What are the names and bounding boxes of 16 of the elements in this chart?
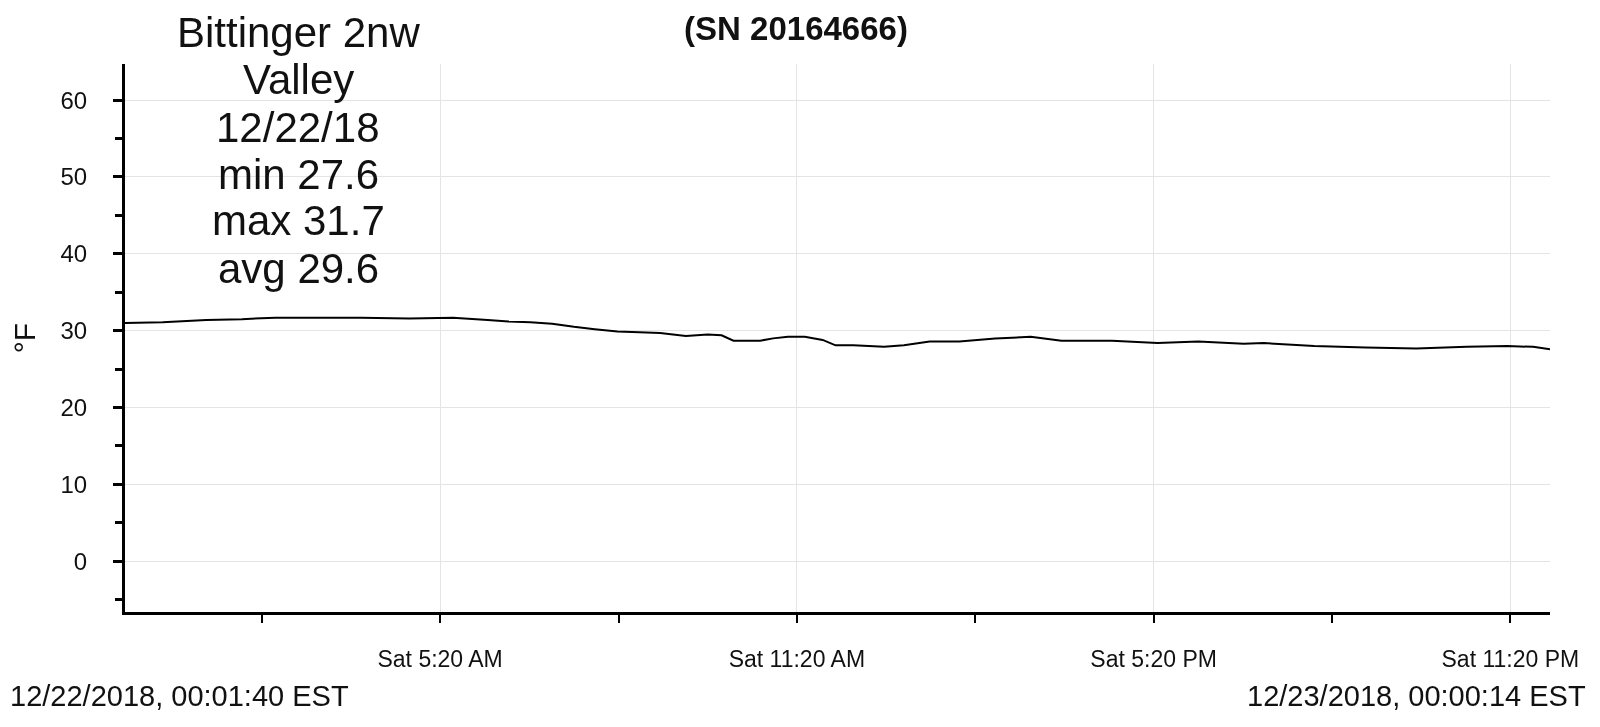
annotation: Bittinger 2nw Valley 12/22/18 min 27.6 max 31.7 avg 29.6: [177, 9, 421, 292]
y-tick-label: 60: [60, 86, 88, 114]
y-axis-title: °F: [8, 322, 42, 354]
x-tick-label: Sat 5:20 AM: [377, 645, 503, 672]
y-tick-label: 30: [60, 317, 88, 345]
x-tick-label: Sat 11:20 AM: [728, 645, 866, 672]
text: 12/23/2018, 00:00:14 EST: [1247, 680, 1586, 712]
x-tick-label: Sat 11:20 PM: [1441, 645, 1580, 672]
x-tick-label: Sat 5:20 PM: [1090, 645, 1217, 672]
text: 12/22/2018, 00:01:40 EST: [10, 680, 349, 712]
y-tick-label: 40: [60, 240, 88, 268]
y-tick-label: 0: [73, 547, 88, 575]
chart-title: (SN 20164666): [684, 9, 908, 47]
y-tick-label: 10: [60, 470, 88, 498]
y-tick-label: 20: [60, 393, 88, 421]
y-tick-label: 50: [60, 163, 88, 191]
